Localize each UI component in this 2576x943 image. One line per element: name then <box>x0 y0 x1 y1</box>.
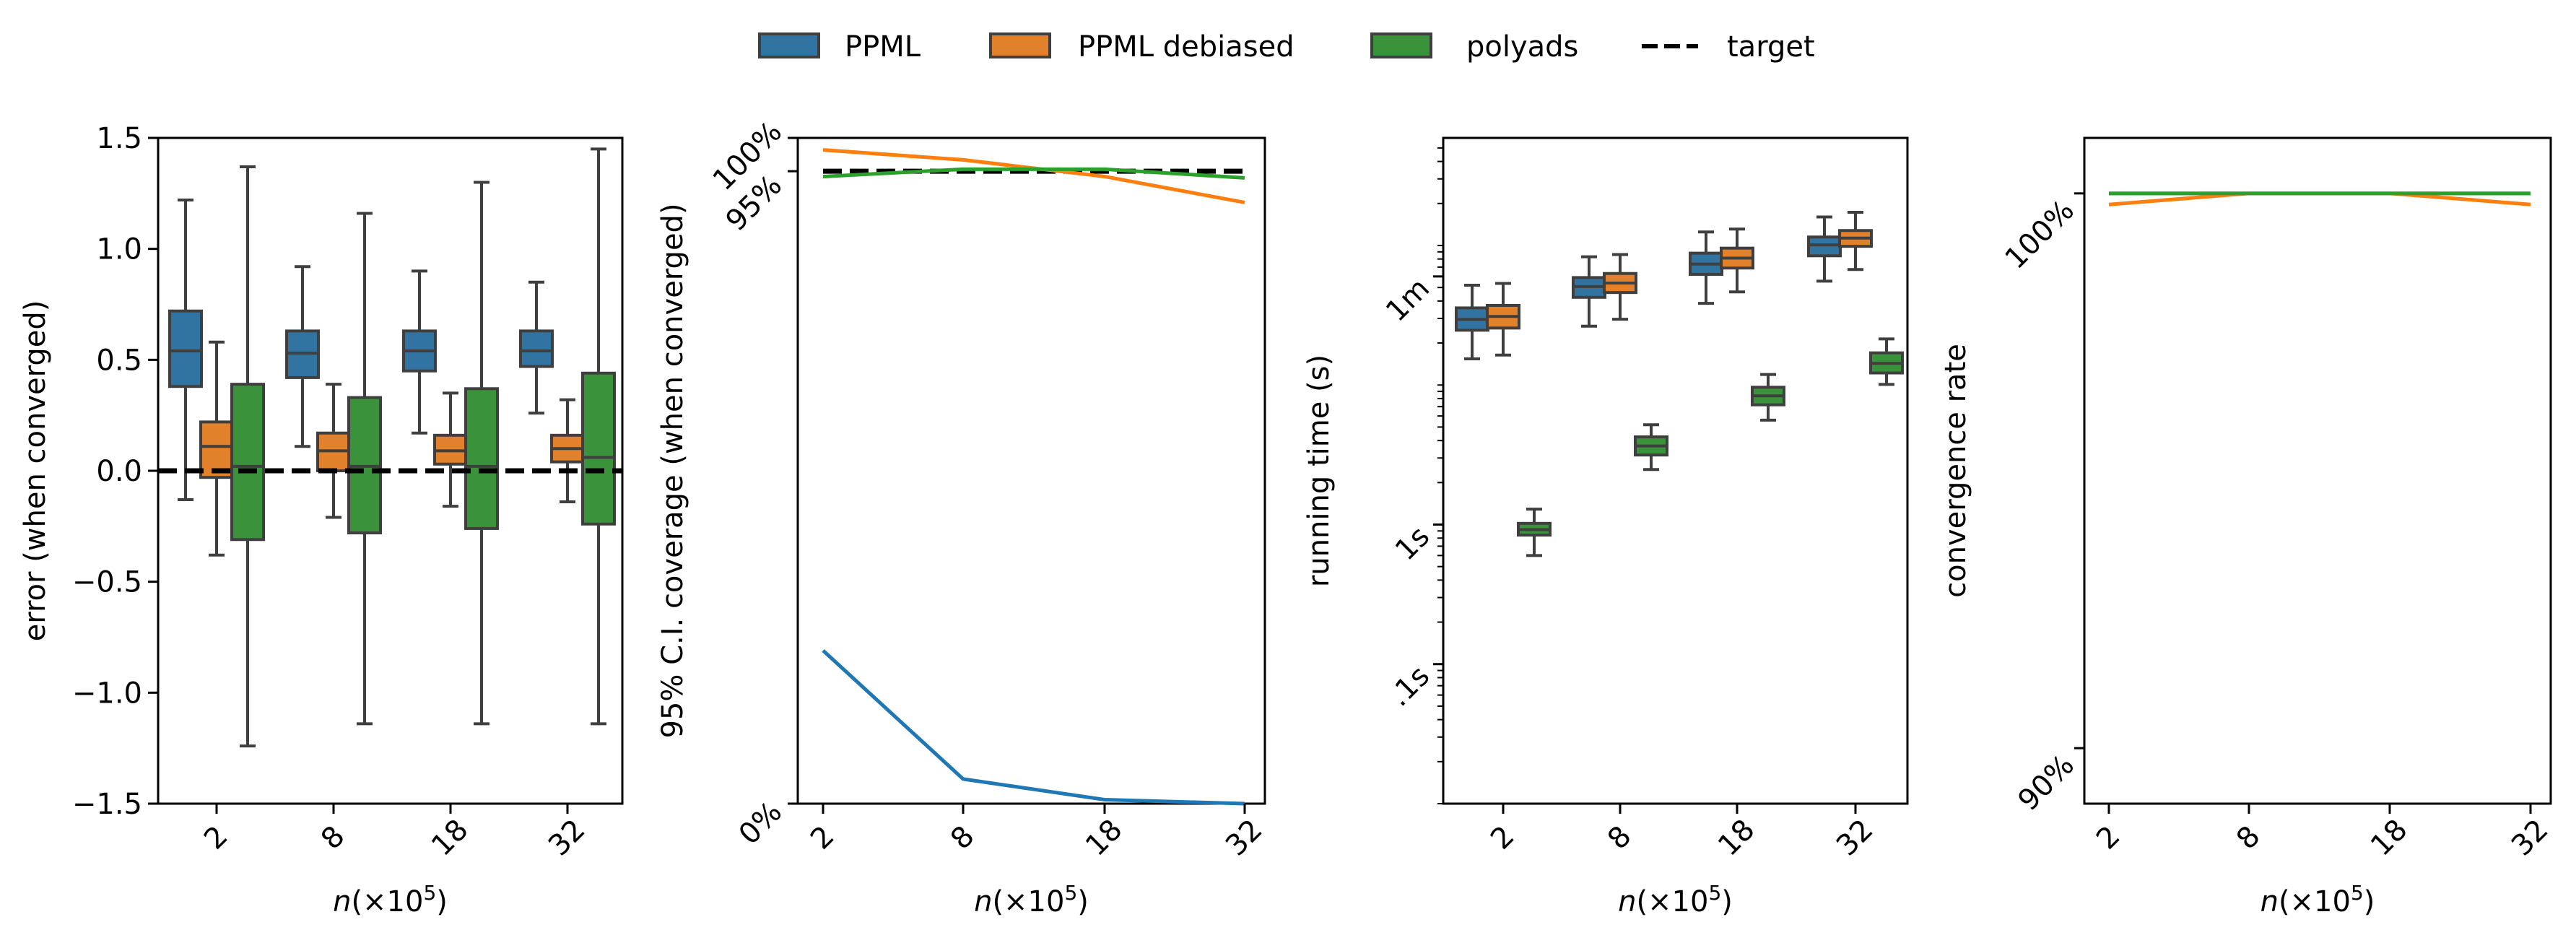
x-tick-label: 2 <box>2090 820 2127 856</box>
box-plot <box>550 398 585 504</box>
box-plot <box>519 280 554 415</box>
x-tick-label: 32 <box>2505 813 2555 863</box>
box-plot <box>1486 282 1520 357</box>
legend-item: PPML debiased <box>989 30 1294 64</box>
x-tick-label: 2 <box>804 820 841 856</box>
legend-swatch-icon <box>1370 32 1432 58</box>
box-plot <box>1603 253 1637 321</box>
x-tick-label: 18 <box>1079 813 1129 863</box>
legend-label: polyads <box>1466 30 1578 64</box>
y-tick-label: 1m <box>1380 271 1436 328</box>
y-tick-label: −1.0 <box>72 677 142 710</box>
x-tick-label: 2 <box>1484 820 1521 856</box>
box-plot <box>1869 337 1904 386</box>
y-tick-label: 1.0 <box>96 233 142 266</box>
y-tick-label: 0.0 <box>96 455 142 488</box>
box-plot <box>347 212 382 726</box>
legend-item: PPML <box>758 30 921 64</box>
y-tick-label: 90% <box>2012 749 2081 817</box>
axes-frame <box>2083 136 2552 805</box>
legend-swatch-icon <box>989 32 1051 58</box>
box-plot <box>168 199 203 501</box>
x-axis-label: n(×105) <box>1618 881 1733 918</box>
y-tick-label: .1s <box>1383 659 1436 713</box>
x-tick-label: 32 <box>1219 813 1269 863</box>
box-plot <box>581 147 616 726</box>
box-plot <box>230 165 265 748</box>
x-tick-label: 18 <box>2364 813 2414 863</box>
axes-frame <box>796 136 1266 805</box>
box-plot <box>199 340 234 557</box>
y-tick-label: −0.5 <box>72 566 142 599</box>
legend: PPML PPML debiased polyads target <box>758 30 1815 64</box>
box-plot <box>464 181 499 726</box>
x-tick-label: 8 <box>315 820 352 856</box>
box-plot <box>1807 215 1842 283</box>
box-plot <box>1455 284 1489 360</box>
box-plot <box>1689 230 1723 305</box>
box-plot <box>1720 227 1754 294</box>
x-tick-label: 8 <box>2230 820 2267 856</box>
y-axis-label: 95% C.I. coverage (when converged) <box>656 203 689 738</box>
legend-label: PPML debiased <box>1078 30 1294 64</box>
box-plot <box>1517 508 1552 557</box>
box-plot <box>1634 423 1668 472</box>
x-tick-label: 32 <box>1830 813 1880 863</box>
series-line <box>822 167 1245 180</box>
y-axis-label: convergence rate <box>1939 344 1972 598</box>
x-tick-label: 18 <box>1712 813 1762 863</box>
x-axis-label: n(×105) <box>333 881 448 918</box>
x-axis-label: n(×105) <box>974 881 1089 918</box>
y-tick-label: 1.5 <box>96 122 142 155</box>
panel-error: n(×105) 1.5 1.0 0.5 0.0 −0.5 −1.0 −1.5 2 8 18 32 err… <box>19 122 624 918</box>
axes-frame <box>1442 136 1909 805</box>
legend-item: target <box>1642 30 1815 64</box>
y-tick-label: 0.5 <box>96 344 142 377</box>
panel-convergence: n(×105) 100% 90%2 8 18 32 convergence rate <box>1939 136 2555 918</box>
x-tick-label: 32 <box>542 813 592 863</box>
x-tick-label: 2 <box>198 820 235 856</box>
legend-label: PPML <box>845 30 921 64</box>
box-plot <box>402 269 437 435</box>
legend-label: target <box>1727 30 1815 64</box>
box-plot <box>1751 373 1785 422</box>
y-tick-label: 100% <box>1999 194 2081 275</box>
y-tick-label: 1s <box>1389 520 1436 567</box>
x-tick-label: 8 <box>1601 820 1638 856</box>
box-plot <box>1572 255 1606 328</box>
y-tick-label: −1.5 <box>72 788 142 821</box>
x-axis-label: n(×105) <box>2260 881 2375 918</box>
series-line <box>822 649 1245 806</box>
box-plot <box>433 391 468 508</box>
legend-swatch-icon <box>758 32 820 58</box>
panel-runtime: n(×105) 1m 1s .1s 2 8 18 32 running time (s) <box>1302 136 1909 918</box>
box-plot <box>316 383 351 519</box>
box-plot <box>1838 210 1873 271</box>
series-line <box>822 148 1245 204</box>
y-tick-label: 0% <box>733 796 788 851</box>
x-tick-label: 8 <box>944 820 981 856</box>
box-plot <box>285 265 320 448</box>
legend-item: polyads <box>1370 30 1578 64</box>
y-axis-label: running time (s) <box>1302 355 1336 587</box>
x-tick-label: 18 <box>425 813 475 863</box>
y-axis-label: error (when converged) <box>19 300 52 642</box>
